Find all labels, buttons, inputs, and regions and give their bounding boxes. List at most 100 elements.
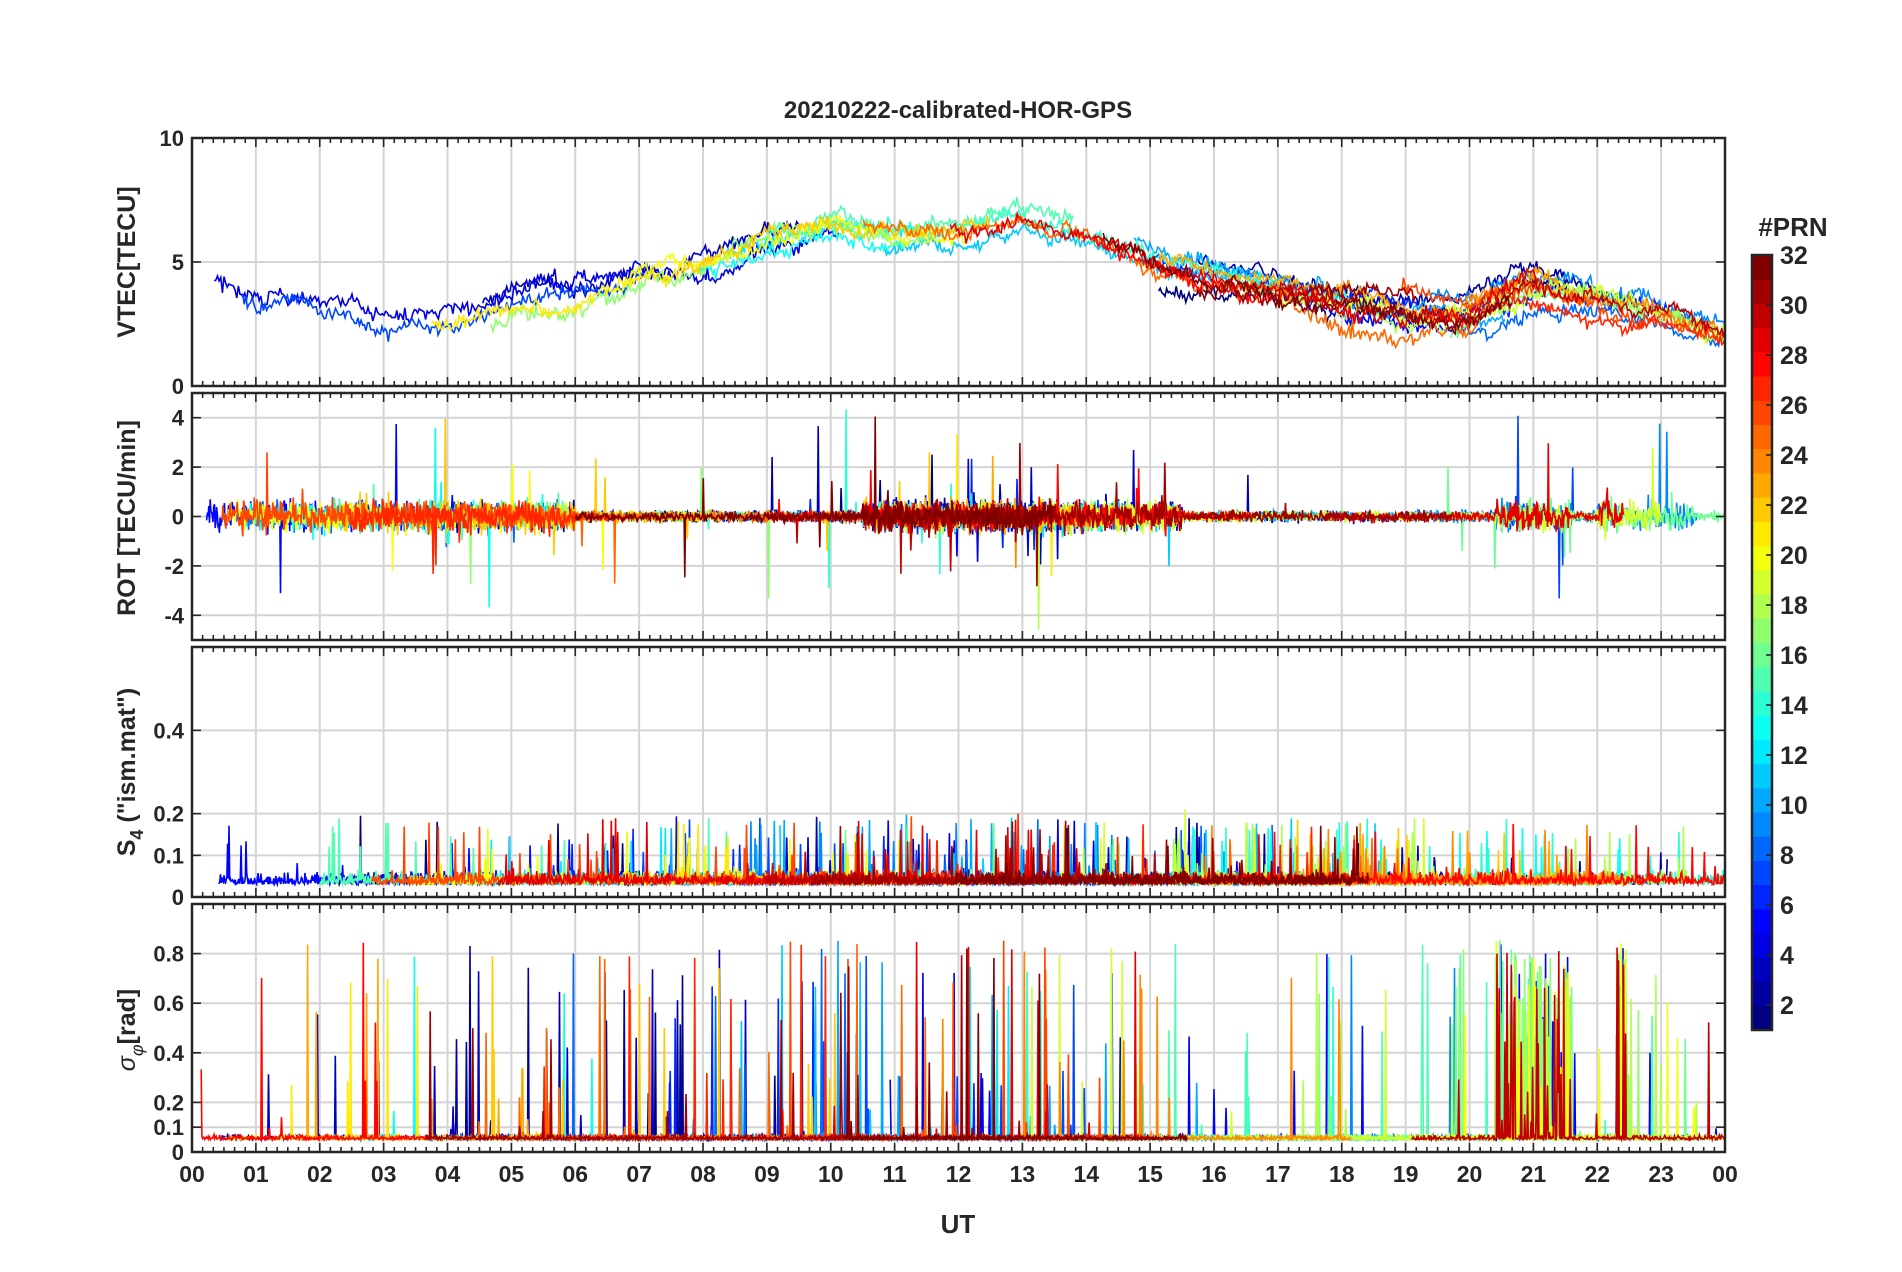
colorbar-segment <box>1752 351 1772 377</box>
sigphi-traces <box>200 940 1725 1143</box>
colorbar-segment <box>1752 884 1772 910</box>
colorbar-tick-label: 12 <box>1780 742 1808 770</box>
rot-ytick-label: 4 <box>172 406 185 431</box>
x-tick-label: 19 <box>1393 1161 1419 1187</box>
colorbar-segment <box>1752 812 1772 837</box>
sigphi-trace-prn-28 <box>200 942 443 1143</box>
rot-ytick-label: 2 <box>172 455 184 480</box>
x-tick-label: 21 <box>1521 1161 1547 1187</box>
rot-panel: -4 -2 0 2 4 <box>164 391 1727 642</box>
x-tick-label: 10 <box>818 1161 844 1187</box>
colorbar-border <box>1750 253 1774 1032</box>
colorbar-segment <box>1752 279 1772 304</box>
x-tick-label: 05 <box>499 1161 525 1187</box>
colorbar-tick-label: 2 <box>1780 992 1794 1020</box>
x-tick-label: 22 <box>1584 1161 1610 1187</box>
colorbar-segment <box>1752 448 1772 474</box>
sigphi-y-label: σφ[rad] <box>113 989 147 1071</box>
x-tick-label: 15 <box>1137 1161 1163 1187</box>
rot-trace-prn-31 <box>861 442 1453 587</box>
colorbar-segment <box>1752 957 1772 983</box>
colorbar-segment <box>1752 303 1772 329</box>
sigphi-trace-prn-32 <box>843 948 1188 1143</box>
colorbar-segment <box>1752 255 1772 280</box>
colorbar-segment <box>1752 836 1772 861</box>
colorbar-segment <box>1752 690 1772 716</box>
colorbar-tick-label: 8 <box>1780 842 1794 870</box>
x-tick-label: 04 <box>435 1161 461 1187</box>
colorbar-segment <box>1752 908 1772 934</box>
colorbar-tick-label: 26 <box>1780 392 1808 420</box>
x-tick-label: 23 <box>1648 1161 1674 1187</box>
colorbar-segment <box>1752 424 1772 450</box>
sigphi-ytick-label: 0 <box>172 1140 184 1165</box>
rot-y-label: ROT [TECU/min] <box>113 420 141 616</box>
colorbar-tick-label: 6 <box>1780 892 1794 920</box>
vtec-trace-prn-3 <box>481 219 801 306</box>
s4-ytick-label: 0.4 <box>153 718 184 743</box>
s4-y-label-sub: 4 <box>127 830 147 840</box>
rot-ytick-label: 0 <box>172 505 184 530</box>
vtec-ytick-label: 5 <box>172 250 184 275</box>
rot-ytick-label: -4 <box>164 603 184 628</box>
colorbar-tick-label: 24 <box>1780 442 1808 470</box>
colorbar-label: #PRN <box>1758 212 1827 242</box>
vtec-trace-prn-27 <box>1424 294 1725 347</box>
sigphi-trace-prn-23 <box>291 944 555 1143</box>
x-tick-label: 01 <box>243 1161 269 1187</box>
sigphi-ytick-label: 0.2 <box>153 1090 184 1115</box>
vtec-trace-prn-32 <box>1102 232 1512 336</box>
vtec-trace-prn-8 <box>1467 300 1725 348</box>
colorbar-segment <box>1752 763 1772 789</box>
sigphi-panel: 00.10.2 0.4 0.6 0.8 <box>153 902 1727 1165</box>
vtec-ytick-label: 0 <box>172 374 184 399</box>
colorbar-segment <box>1752 642 1772 668</box>
x-tick-label: 03 <box>371 1161 397 1187</box>
x-tick-label: 16 <box>1201 1161 1227 1187</box>
colorbar-segment <box>1752 376 1772 401</box>
x-tick-label: 18 <box>1329 1161 1355 1187</box>
vtec-y-label: VTEC[TECU] <box>113 186 141 337</box>
s4-panel: 0 0.1 0.2 0.4 <box>153 645 1727 910</box>
vtec-trace-prn-25 <box>862 213 1480 350</box>
x-tick-label: 17 <box>1265 1161 1291 1187</box>
colorbar-segment <box>1752 1005 1772 1031</box>
vtec-trace-prn-15 <box>811 196 1074 240</box>
colorbar-segment <box>1752 521 1772 547</box>
rot-traces <box>205 409 1725 630</box>
s4-y-label: S4 ("ism.mat") <box>113 688 147 857</box>
colorbar-segment <box>1752 787 1772 813</box>
sigphi-y-label-sub: φ <box>127 1044 147 1056</box>
colorbar-tick-label: 28 <box>1780 342 1808 370</box>
x-tick-label: 02 <box>307 1161 333 1187</box>
x-tick-label: 00 <box>179 1161 205 1187</box>
sigphi-ytick-label: 0.6 <box>153 991 184 1016</box>
colorbar-segment <box>1752 594 1772 619</box>
colorbar-tick-label: 20 <box>1780 542 1808 570</box>
vtec-trace-prn-7 <box>241 271 646 342</box>
sigphi-trace-prn-31 <box>425 955 1029 1143</box>
vtec-traces <box>213 196 1725 350</box>
sigphi-trace-prn-10 <box>831 940 1210 1143</box>
x-tick-label: 08 <box>690 1161 716 1187</box>
colorbar-segment <box>1752 860 1772 886</box>
x-tick-label: 09 <box>754 1161 780 1187</box>
s4-ytick-label: 0.2 <box>153 802 184 827</box>
s4-y-label-rest: ("ism.mat") <box>113 688 141 830</box>
sigphi-trace-prn-30 <box>1410 947 1725 1143</box>
x-tick-label: 12 <box>946 1161 972 1187</box>
colorbar-segment <box>1752 666 1772 692</box>
colorbar-segment <box>1752 545 1772 571</box>
colorbar-segment <box>1752 739 1772 765</box>
sigphi-y-label-rest: [rad] <box>113 989 141 1045</box>
s4-traces <box>218 809 1725 888</box>
x-tick-label: 11 <box>882 1161 907 1187</box>
sigphi-ytick-label: 0.1 <box>153 1115 184 1140</box>
s4-y-label-main: S <box>113 840 141 857</box>
vtec-trace-prn-26 <box>1401 277 1725 341</box>
s4-ytick-label: 0.1 <box>153 843 184 868</box>
x-tick-label: 14 <box>1073 1161 1099 1187</box>
colorbar-tick-label: 30 <box>1780 292 1808 320</box>
